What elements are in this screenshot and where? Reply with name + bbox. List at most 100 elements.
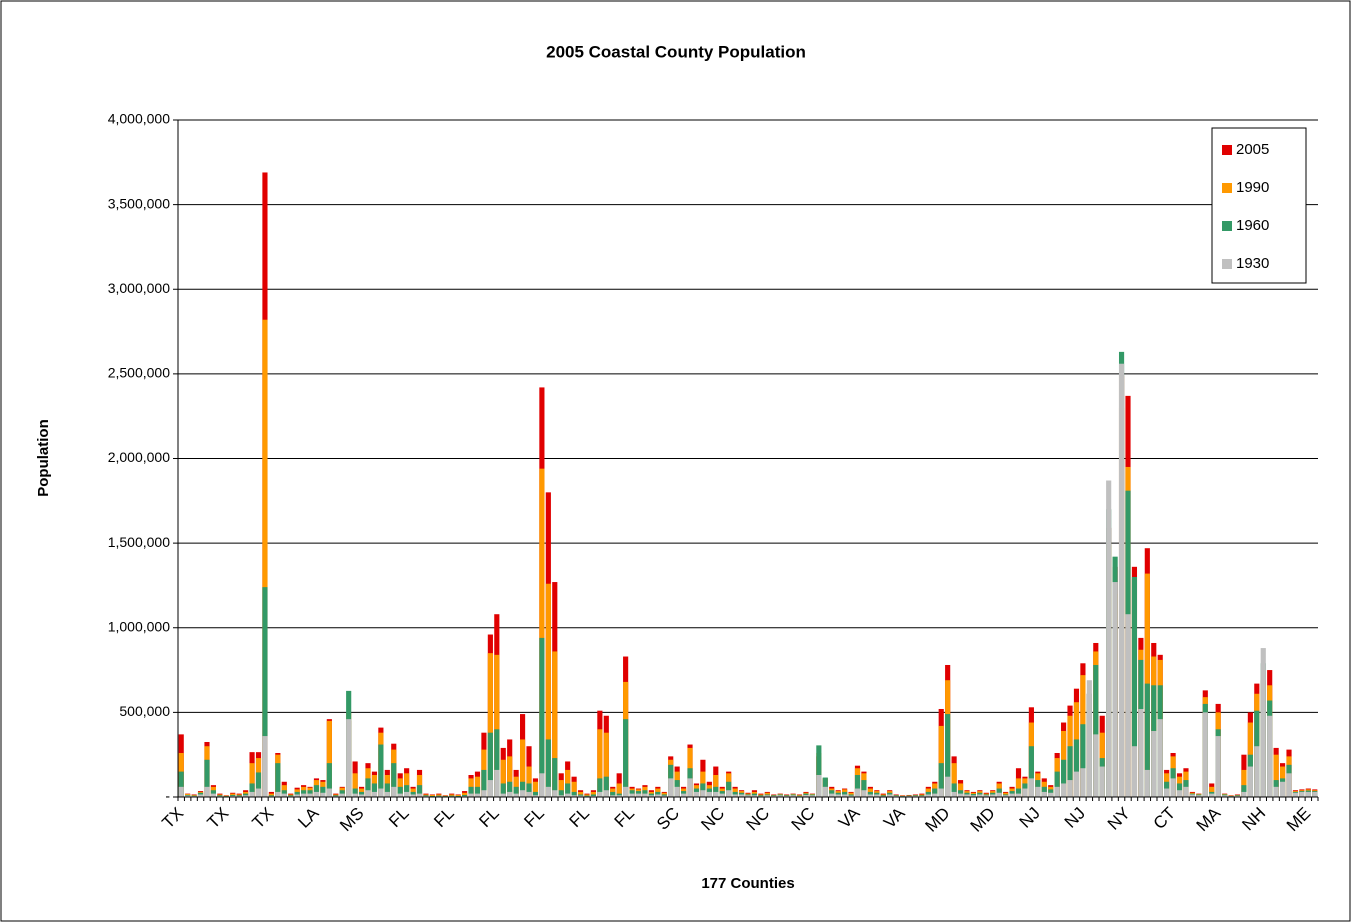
y-tick-label: - [165,788,170,804]
legend-label: 1990 [1236,179,1269,196]
bar [706,791,712,797]
bar [281,793,287,797]
bar [590,794,596,797]
bar [1241,785,1247,797]
legend-label: 1960 [1236,217,1269,234]
bar [1273,786,1279,797]
bar [713,791,719,797]
bar [977,794,983,797]
y-tick-label: 1,000,000 [108,618,170,634]
bar [468,786,474,797]
bar [565,793,571,797]
bar [726,790,732,797]
bar [635,793,642,797]
bar [1067,780,1073,797]
bar [371,791,378,797]
bar [1061,759,1067,797]
bars [178,172,1318,797]
bar [1234,795,1241,797]
y-tick-label: 2,000,000 [108,449,170,465]
bar [655,794,661,797]
bar [545,583,551,797]
bar [520,739,526,797]
bar [648,795,654,797]
bar [932,788,938,797]
bar [1260,648,1266,797]
bar [365,790,371,797]
bar [1157,719,1163,797]
bar [294,794,300,797]
legend: 2005 1990 1960 1930 [1211,127,1307,284]
bar [668,778,674,797]
bar [352,773,358,797]
bar [552,758,558,797]
bar [1073,771,1080,797]
bar [1305,791,1311,797]
bar [1209,793,1215,797]
bar [848,795,854,797]
bar [854,774,861,797]
bar [320,786,326,797]
bar [410,794,416,797]
bar [951,791,957,797]
bar [687,778,693,797]
bar [178,771,184,797]
bar [790,795,796,797]
bar [500,783,506,797]
y-tick-label: 3,000,000 [108,280,170,296]
bar [1144,769,1150,797]
bar [1138,708,1144,797]
bar [474,786,481,797]
bar [816,774,822,797]
bar [1151,730,1157,797]
bar [616,795,622,797]
bar [507,781,513,797]
bar [1273,754,1279,797]
bar [597,729,603,797]
bar [945,776,951,797]
bar [700,790,706,797]
bar [1280,781,1286,797]
bar [983,795,989,797]
bar [1247,766,1253,797]
bar [500,759,506,797]
bar [1048,792,1054,797]
bar [1125,614,1131,797]
bar [481,769,487,797]
y-tick-label: 500,000 [119,703,170,719]
bar [326,720,332,797]
bar [365,778,371,797]
bar [835,794,841,797]
y-tick-label: 1,500,000 [108,534,170,550]
bar [243,795,249,797]
bar [1241,791,1247,797]
bar [938,763,944,797]
bar [887,794,893,797]
bar [597,778,603,797]
bar [1015,778,1022,797]
bar [416,785,423,797]
bar [197,794,204,797]
bar [1299,791,1305,797]
bar [249,783,255,797]
bar [771,795,777,797]
bar [275,791,281,797]
bar [1080,768,1086,797]
bar [1003,795,1009,797]
bar [558,795,564,797]
bar [230,795,236,797]
bar [326,763,332,797]
bar [532,795,539,797]
bar [494,769,500,797]
bar [532,781,539,797]
bar [1028,746,1034,797]
legend-label: 2005 [1236,141,1269,158]
bar [358,794,365,797]
bar [610,795,616,797]
bar [520,781,526,797]
bar [1054,771,1060,797]
bar [597,791,603,797]
bar [932,793,938,797]
bar [255,788,262,797]
bar [539,468,545,797]
